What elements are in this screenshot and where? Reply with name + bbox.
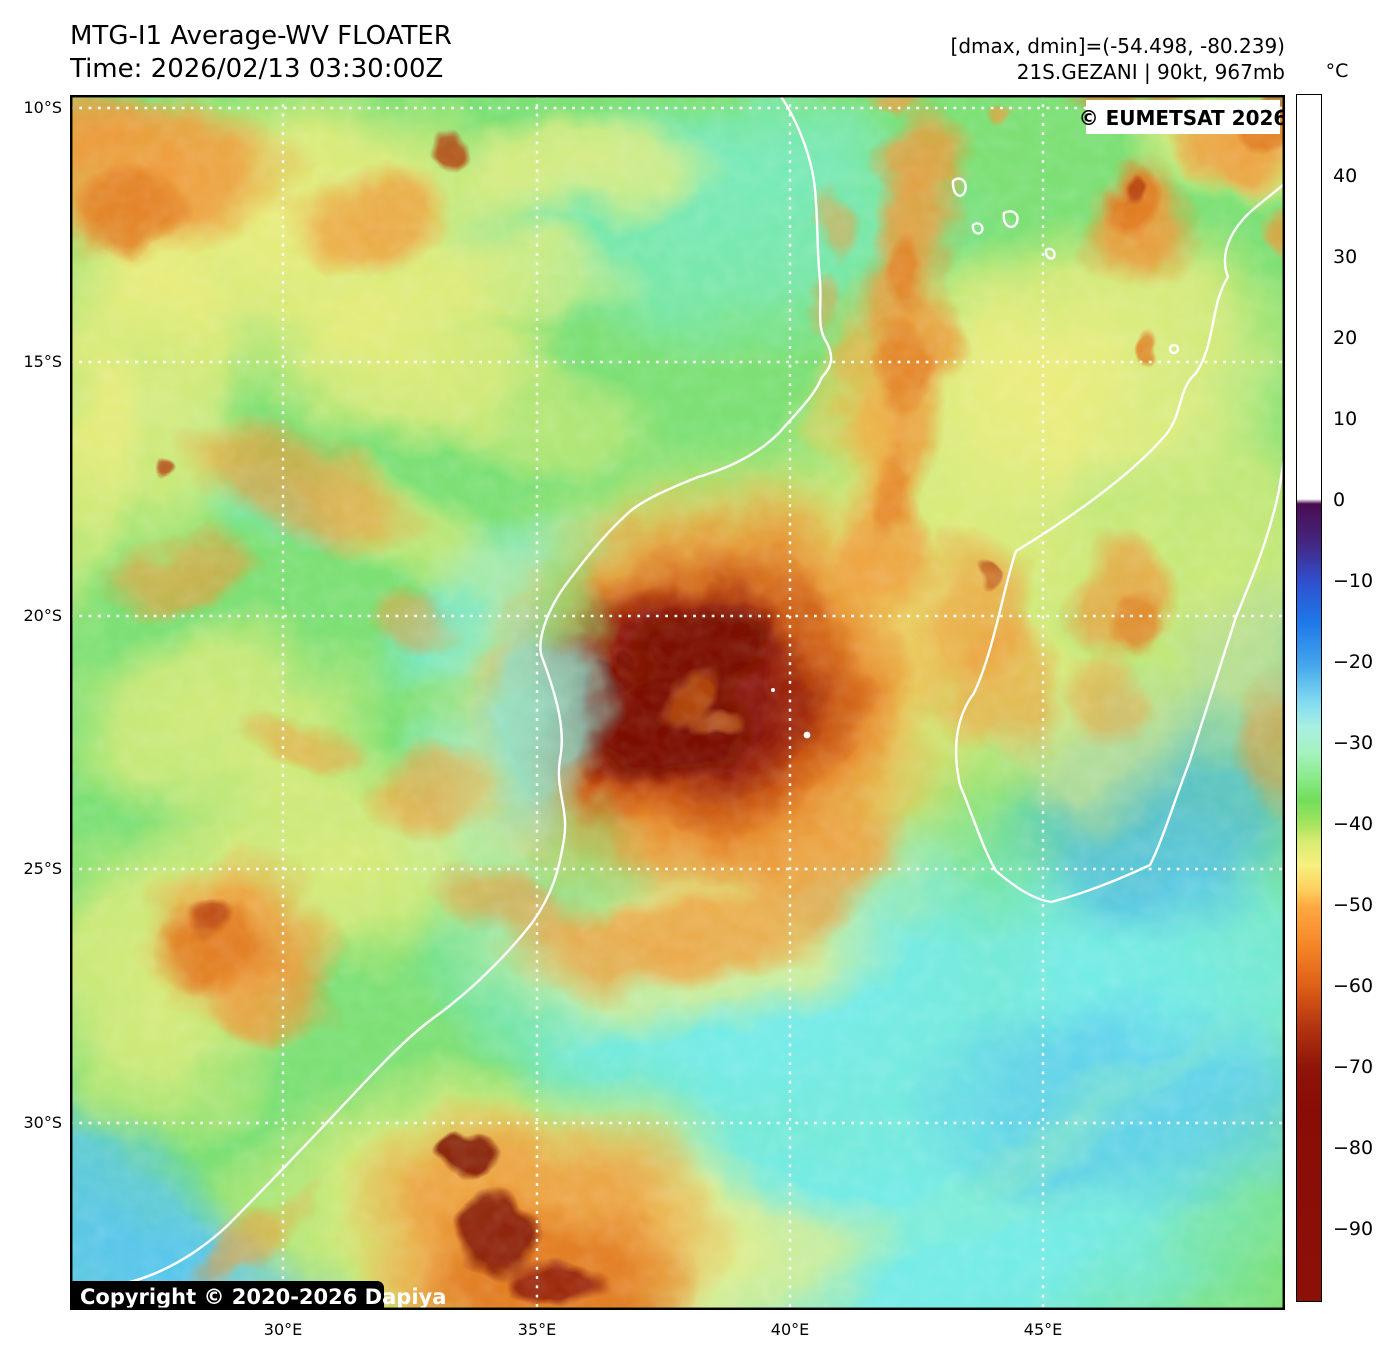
cbar-tick-m20: −20 (1333, 651, 1374, 673)
dmax-dmin-label: [dmax, dmin]=(-54.498, -80.239) (950, 34, 1285, 58)
cbar-tick-m60: −60 (1333, 975, 1374, 997)
figure-title: MTG-I1 Average-WV FLOATER Time: 2026/02/1… (70, 20, 452, 86)
cbar-tick-m70: −70 (1333, 1056, 1374, 1078)
cbar-tick-0: 0 (1333, 489, 1346, 511)
lat-label-20s: 20°S (23, 606, 62, 625)
cbar-tick-10: 10 (1333, 408, 1358, 430)
lon-label-40e: 40°E (770, 1320, 810, 1339)
lat-label-15s: 15°S (23, 352, 62, 371)
lat-label-10s: 10°S (23, 98, 62, 117)
colorbar-unit: °C (1325, 60, 1349, 82)
wv-satellite-map: © EUMETSAT 2026 Copyright © 2020-2026 Da… (62, 94, 1287, 1318)
cbar-tick-30: 30 (1333, 246, 1358, 268)
cbar-tick-m80: −80 (1333, 1137, 1374, 1159)
imagery-layer (70, 95, 1285, 1310)
copyright-badge: Copyright © 2020-2026 Dapiya (62, 1281, 446, 1318)
cbar-tick-m10: −10 (1333, 570, 1374, 592)
cbar-tick-m40: −40 (1333, 813, 1374, 835)
cbar-tick-m90: −90 (1333, 1218, 1374, 1240)
mozambique-coastline (79, 95, 833, 1310)
copyright-text: Copyright © 2020-2026 Dapiya (80, 1285, 446, 1309)
title-line2: Time: 2026/02/13 03:30:00Z (70, 54, 444, 84)
cbar-tick-40: 40 (1333, 165, 1358, 187)
coastlines (79, 95, 1285, 1310)
cloud-grain-texture (70, 95, 1285, 1310)
cbar-tick-20: 20 (1333, 327, 1358, 349)
lat-label-30s: 30°S (23, 1113, 62, 1132)
cbar-tick-m50: −50 (1333, 894, 1374, 916)
title-line1: MTG-I1 Average-WV FLOATER (70, 21, 452, 51)
storm-secondary-marker (771, 688, 775, 692)
map-area: © EUMETSAT 2026 Copyright © 2020-2026 Da… (62, 94, 1287, 1318)
storm-info: [dmax, dmin]=(-54.498, -80.239) 21S.GEZAN… (951, 33, 1285, 85)
madagascar-coastline (954, 181, 1285, 904)
lon-label-35e: 35°E (517, 1320, 557, 1339)
storm-center-marker (803, 731, 811, 739)
cbar-tick-m30: −30 (1333, 732, 1374, 754)
storm-id-label: 21S.GEZANI | 90kt, 967mb (1016, 60, 1285, 84)
temperature-colorbar (1296, 94, 1322, 1302)
eumetsat-watermark: © EUMETSAT 2026 (1079, 100, 1287, 134)
lon-label-45e: 45°E (1023, 1320, 1063, 1339)
lon-label-30e: 30°E (263, 1320, 303, 1339)
map-frame (69, 94, 1286, 1311)
eumetsat-watermark-text: © EUMETSAT 2026 (1079, 106, 1285, 130)
lat-label-25s: 25°S (23, 859, 62, 878)
comoros-islands (951, 177, 1180, 355)
